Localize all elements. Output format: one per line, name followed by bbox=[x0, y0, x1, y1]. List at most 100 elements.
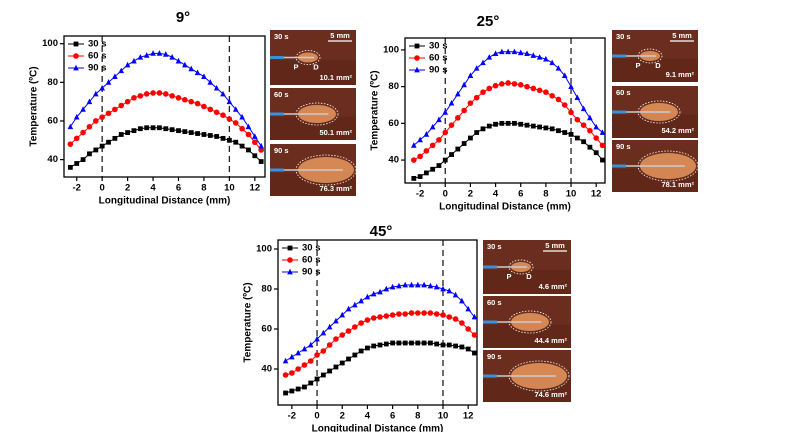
point bbox=[194, 69, 201, 76]
inset-time: 90 s bbox=[616, 142, 631, 151]
legend-label: 90 s bbox=[429, 65, 448, 76]
point bbox=[289, 388, 295, 394]
inset-time: 60 s bbox=[616, 88, 631, 97]
point bbox=[574, 116, 581, 123]
point bbox=[390, 340, 396, 346]
x-axis-label: Longitudinal Distance (mm) bbox=[312, 424, 444, 432]
point bbox=[433, 283, 440, 290]
x-axis-label: Longitudinal Distance (mm) bbox=[439, 202, 571, 213]
inset-area: 50.1 mm² bbox=[319, 128, 352, 137]
y-tick-label: 40 bbox=[388, 155, 399, 166]
point bbox=[587, 127, 593, 134]
point bbox=[408, 281, 415, 288]
point bbox=[339, 360, 345, 366]
point bbox=[599, 129, 606, 135]
point bbox=[452, 291, 459, 298]
point bbox=[455, 115, 461, 121]
point bbox=[411, 157, 417, 163]
point bbox=[593, 150, 599, 156]
legend-label: 30 s bbox=[429, 41, 448, 52]
point bbox=[473, 94, 480, 101]
x-tick-label: 4 bbox=[493, 189, 499, 200]
point bbox=[365, 345, 370, 351]
point bbox=[252, 133, 258, 139]
point bbox=[112, 106, 118, 113]
point bbox=[346, 356, 351, 362]
x-tick-label: 10 bbox=[438, 411, 449, 422]
point bbox=[144, 125, 150, 131]
chart-title: 45° bbox=[370, 223, 393, 240]
point bbox=[246, 147, 251, 153]
point bbox=[169, 93, 175, 99]
point bbox=[423, 131, 430, 137]
legend-marker bbox=[73, 53, 79, 59]
point bbox=[182, 96, 188, 103]
point bbox=[226, 116, 233, 122]
point bbox=[440, 312, 446, 318]
point bbox=[471, 313, 478, 320]
point bbox=[421, 281, 427, 288]
point bbox=[176, 128, 181, 134]
point bbox=[568, 83, 574, 90]
point bbox=[67, 141, 74, 147]
point bbox=[73, 135, 80, 142]
point bbox=[233, 139, 239, 145]
point bbox=[220, 135, 226, 141]
point bbox=[333, 364, 339, 370]
x-tick-label: 8 bbox=[201, 183, 206, 194]
inset-time: 30 s bbox=[274, 32, 289, 41]
point bbox=[549, 59, 555, 66]
point bbox=[220, 90, 226, 97]
x-axis-label: Longitudinal Distance (mm) bbox=[99, 196, 231, 207]
point bbox=[86, 98, 93, 105]
x-tick-label: 2 bbox=[125, 183, 130, 194]
point bbox=[472, 350, 477, 356]
point bbox=[175, 95, 182, 101]
chart-title: 25° bbox=[477, 13, 500, 30]
point bbox=[188, 65, 195, 72]
point bbox=[556, 128, 561, 134]
point bbox=[549, 126, 555, 132]
point bbox=[511, 81, 518, 87]
point bbox=[358, 348, 364, 354]
point bbox=[301, 345, 308, 352]
point bbox=[99, 114, 105, 120]
point bbox=[326, 342, 333, 348]
x-tick-label: 6 bbox=[518, 189, 523, 200]
point bbox=[258, 147, 264, 153]
point bbox=[467, 72, 474, 79]
point bbox=[175, 57, 182, 64]
point bbox=[188, 98, 195, 105]
point bbox=[434, 341, 440, 347]
point bbox=[289, 353, 295, 360]
point bbox=[427, 282, 434, 289]
scale-bar-label: 5 mm bbox=[672, 31, 692, 40]
point bbox=[67, 123, 74, 130]
point bbox=[213, 109, 220, 116]
point bbox=[371, 343, 377, 349]
point bbox=[339, 332, 346, 338]
point bbox=[358, 297, 364, 304]
point bbox=[320, 348, 327, 354]
point bbox=[436, 116, 442, 123]
point bbox=[370, 290, 377, 297]
y-tick-label: 80 bbox=[388, 81, 399, 92]
inset-area: 78.1 mm² bbox=[661, 180, 694, 189]
point bbox=[162, 91, 169, 97]
inset-area: 9.1 mm² bbox=[666, 70, 695, 79]
point bbox=[137, 126, 143, 132]
inset-time: 30 s bbox=[616, 32, 631, 41]
photo-shade bbox=[483, 269, 571, 294]
series-line bbox=[413, 122, 603, 179]
point bbox=[252, 153, 258, 159]
point bbox=[389, 283, 396, 290]
point bbox=[295, 349, 301, 356]
point bbox=[471, 332, 478, 338]
x-tick-label: 12 bbox=[250, 183, 261, 194]
chart-title: 9° bbox=[176, 9, 190, 26]
point bbox=[453, 343, 458, 349]
point bbox=[327, 368, 333, 374]
point bbox=[555, 96, 562, 103]
point bbox=[74, 161, 80, 166]
point bbox=[449, 152, 454, 157]
